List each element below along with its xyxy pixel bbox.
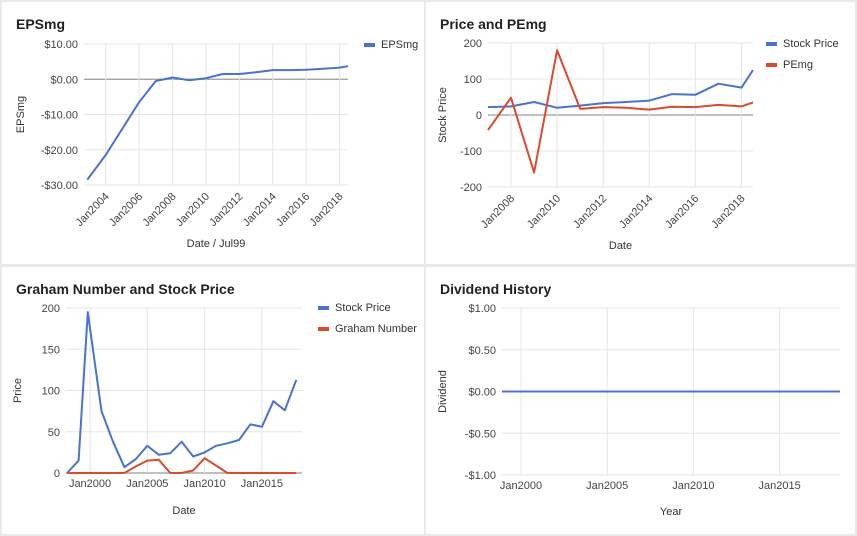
x-tick-label: Jan2016 [274,191,312,229]
series-line-stock-price [487,69,754,109]
legend-label: Stock Price [783,38,839,50]
y-tick-label: -$30.00 [41,180,78,192]
x-tick-label: Jan2015 [759,480,801,492]
x-tick-label: Jan2010 [672,480,714,492]
x-axis-label: Date / Jul99 [187,238,246,250]
y-tick-label: 0 [476,110,482,122]
legend-swatch [318,327,329,331]
x-tick-label: Jan2018 [709,193,747,231]
chart-panel-graham-number: 200 150 100 50 0 Jan2000 Jan2005 Jan2010 Jan2015… [2,267,424,534]
legend-swatch [318,306,329,310]
y-tick-label: -$1.00 [465,470,496,482]
x-tick-label: Jan2008 [479,193,517,231]
legend-label: Graham Number [335,323,417,335]
x-tick-label: Jan2010 [184,478,226,490]
y-axis-label: Price [12,378,24,403]
y-tick-label: 100 [464,74,482,86]
y-tick-label: $1.00 [468,303,496,315]
chart-epsmg: $10.00$0.00-$10.00-$20.00-$30.00Jan2004J… [15,39,418,250]
y-tick-label: 150 [42,344,60,356]
y-tick-label: $10.00 [44,39,78,51]
y-tick-label: 50 [48,427,60,439]
x-tick-label: Jan2005 [586,480,628,492]
y-tick-label: -$20.00 [41,145,78,157]
x-axis-label: Year [660,506,683,518]
x-tick-label: Jan2012 [207,191,245,229]
x-tick-label: Jan2012 [571,193,609,231]
chart-panel-dividend-history: $1.00 $0.50 $0.00 -$0.50 -$1.00 Jan2000 Jan200… [426,267,855,534]
legend-label: EPSmg [381,39,418,51]
chart-title: EPSmg [16,16,66,32]
x-tick-label: Jan2000 [69,478,111,490]
chart-title: Dividend History [440,281,552,297]
y-axis-label: Stock Price [437,87,449,143]
y-axis-label: EPSmg [15,96,27,133]
x-tick-label: Jan2014 [241,191,279,229]
x-tick-label: Jan2006 [107,191,145,229]
legend-label: PEmg [783,59,813,71]
y-tick-label: -100 [460,146,482,158]
y-tick-label: 200 [464,38,482,50]
y-tick-label: 100 [42,386,60,398]
series-line-epsmg [86,65,349,181]
y-tick-label: $0.00 [468,387,496,399]
chart-panel-epsmg: $10.00 $0.00 -$10.00 -$20.00 -$30.00 Jan2004 J… [2,2,424,264]
y-tick-label: $0.00 [50,74,78,86]
series-line-pemg [487,49,754,174]
x-tick-label: Jan2014 [617,193,655,231]
chart-dividend-history: $1.00 $0.50 $0.00 -$0.50 -$1.00 Jan2000 Jan200… [437,303,840,518]
legend-label: Stock Price [335,302,391,314]
x-tick-label: Jan2010 [525,193,563,231]
x-tick-label: Jan2004 [74,191,112,229]
chart-graham-number: 200 150 100 50 0 Jan2000 Jan2005 Jan2010 Jan2015… [12,302,417,517]
y-tick-label: -$10.00 [41,110,78,122]
x-tick-label: Jan2008 [140,191,178,229]
y-axis-label: Dividend [437,370,449,413]
x-tick-label: Jan2018 [307,191,345,229]
x-axis-label: Date [609,240,632,252]
legend-swatch [766,63,777,67]
chart-title: Price and PEmg [440,16,547,32]
y-tick-label: 200 [42,303,60,315]
y-tick-label: $0.50 [468,345,496,357]
y-tick-label: 0 [54,468,60,480]
x-tick-label: Jan2016 [663,193,701,231]
x-axis-label: Date [172,505,195,517]
series-line-graham-number [67,457,297,474]
series-line-stock-price [66,311,298,474]
x-tick-label: Jan2000 [500,480,542,492]
x-tick-label: Jan2015 [241,478,283,490]
x-tick-label: Jan2005 [126,478,168,490]
legend-swatch [364,43,375,47]
legend-swatch [766,42,777,46]
x-tick-label: Jan2010 [174,191,212,229]
chart-panel-price-pemg: 200 100 0 -100 -200 Jan2008 Jan2010 Jan2012 Jan2… [426,2,855,264]
y-tick-label: -$0.50 [465,428,496,440]
y-tick-label: -200 [460,182,482,194]
chart-title: Graham Number and Stock Price [16,281,235,297]
